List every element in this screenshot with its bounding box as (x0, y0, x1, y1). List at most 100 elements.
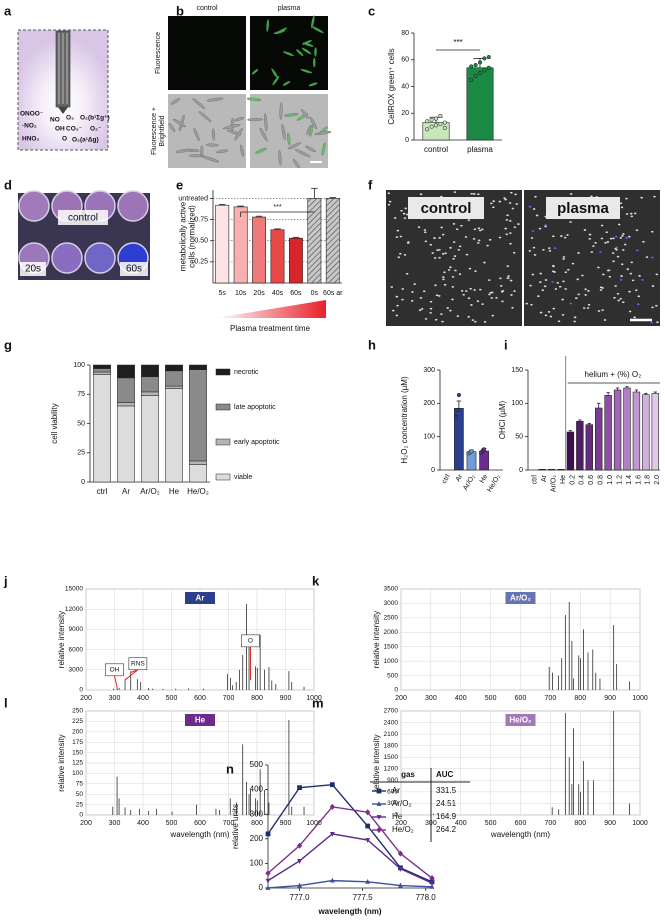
nucleus (441, 253, 445, 255)
x-tick-label: 10s (235, 290, 247, 297)
nucleus (651, 285, 655, 287)
nucleus (613, 296, 616, 299)
panel-label: n (226, 761, 234, 776)
y-tick-label: 400 (250, 785, 264, 794)
nucleus (566, 234, 569, 236)
nucleus (452, 257, 455, 260)
data-line (267, 806, 433, 879)
legend-label: Ar (392, 786, 400, 795)
nucleus (633, 212, 637, 215)
bar (623, 387, 631, 471)
fluorescent-cell (311, 15, 315, 29)
nucleus (395, 295, 399, 298)
data-point (482, 68, 487, 73)
nucleus (590, 195, 593, 198)
well (51, 242, 83, 274)
chemical-species: O₂(b¹Σg⁺) (80, 115, 110, 122)
bar (651, 393, 659, 471)
legend-marker (376, 788, 382, 794)
data-marker (429, 883, 435, 889)
nucleus (653, 195, 656, 198)
nucleus (483, 261, 486, 264)
nucleus (460, 224, 463, 227)
nucleus (507, 275, 510, 278)
nucleus (401, 298, 404, 301)
nucleus (449, 246, 452, 249)
significance-label: *** (273, 204, 281, 211)
well (117, 190, 149, 222)
cell-outline (211, 128, 216, 141)
nucleus (538, 227, 542, 230)
nucleus (615, 246, 618, 249)
y-tick-label: 100 (250, 859, 264, 868)
nucleus (402, 212, 406, 215)
nucleus (541, 289, 545, 292)
nucleus (614, 285, 617, 287)
nucleus (440, 226, 443, 229)
nucleus (588, 238, 592, 240)
nucleus (625, 213, 629, 215)
y-tick-label: 0 (394, 687, 398, 694)
x-tick-label: Ar/O₂ (550, 475, 557, 492)
nucleus (418, 309, 422, 312)
nucleus (552, 265, 555, 268)
nucleus (456, 315, 460, 318)
nucleus (477, 227, 481, 230)
data-point (455, 407, 460, 413)
nucleus (390, 286, 394, 288)
nucleus (587, 303, 591, 306)
nucleus (449, 309, 452, 312)
nucleus (592, 245, 595, 248)
x-axis-label: wavelength (nm) (317, 907, 381, 916)
overlay-cell (321, 143, 326, 155)
legend-label: He/O₂ (392, 825, 414, 834)
nucleus (562, 280, 565, 283)
nucleus (451, 275, 455, 278)
well-label: control (68, 213, 98, 224)
cell-outline (279, 102, 283, 120)
legend-label: He (392, 812, 403, 821)
y-tick-label: 0 (431, 467, 435, 474)
data-marker (329, 877, 335, 883)
cell-outline (193, 127, 200, 141)
nucleus (407, 241, 410, 244)
bar-segment (141, 395, 159, 483)
y-tick-label: 2000 (384, 629, 399, 636)
nucleus (622, 233, 625, 235)
x-tick-label: 600 (515, 820, 527, 827)
legend-label: Ar/O₂ (392, 799, 412, 808)
x-tick-label: 500 (166, 820, 178, 827)
data-marker (398, 882, 403, 888)
panel-label: c (368, 3, 375, 18)
nucleus (612, 260, 615, 263)
nucleus (512, 251, 516, 254)
bar (585, 424, 593, 471)
nucleus (529, 284, 532, 287)
nucleus (429, 311, 432, 314)
data-point (438, 113, 443, 118)
nucleus (508, 202, 512, 204)
x-tick-label: 500 (485, 820, 497, 827)
cell-outline (234, 116, 245, 122)
panel-label: a (4, 3, 12, 18)
legend-label: viable (234, 474, 252, 481)
nucleus (641, 279, 644, 281)
bar-segment (93, 374, 111, 483)
nucleus (563, 236, 567, 239)
nucleus (483, 321, 487, 323)
nucleus (547, 247, 551, 250)
nucleus (604, 242, 607, 244)
x-tick-label: ctrl (97, 487, 108, 496)
label-box (20, 262, 46, 276)
nucleus (569, 221, 572, 223)
y-axis-label: relative intensity (57, 734, 66, 791)
bar (576, 421, 584, 471)
nucleus (630, 215, 634, 218)
nucleus (608, 275, 612, 278)
data-line (267, 879, 433, 889)
nucleus (619, 297, 623, 300)
nucleus (528, 250, 532, 252)
nucleus (388, 200, 392, 203)
data-point (469, 64, 474, 69)
nucleus (534, 195, 537, 198)
